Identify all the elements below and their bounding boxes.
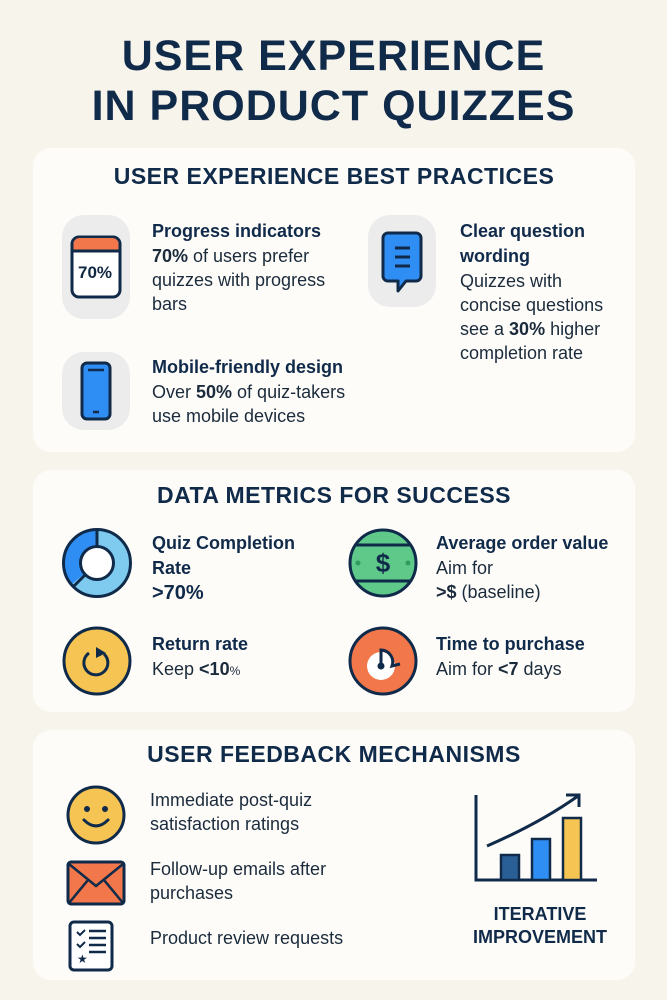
practice-text: of quiz-takers use mobile devices [152, 382, 346, 426]
checklist-icon: ★ [68, 920, 114, 972]
progress-icon-text: 70% [78, 263, 113, 282]
envelope-icon [66, 860, 126, 906]
metric-title: Time to purchase [436, 634, 585, 654]
metric-text: (baseline) [456, 582, 541, 602]
metric-title: Average order value [436, 533, 609, 553]
practice-text: Over [152, 382, 197, 402]
practice-title: Clear question wording [460, 221, 586, 266]
svg-text:★: ★ [77, 952, 88, 966]
dollar-bill-icon: $ [348, 528, 418, 598]
practice-title: Progress indicators [152, 221, 322, 241]
best-practices-heading: USER EXPERIENCE BEST PRACTICES [113, 163, 555, 189]
feedback-heading: USER FEEDBACK MECHANISMS [147, 741, 521, 767]
metric-completion-rate: Quiz Completion Rate >70% [152, 531, 322, 606]
feedback-item-emails: Follow-up emails after purchases [150, 859, 327, 903]
best-practices-card [33, 148, 635, 452]
rising-bar-chart-icon [474, 793, 597, 882]
metric-value: <7 [498, 659, 519, 679]
mobile-icon-box [62, 352, 130, 430]
practice-stat: 30% [509, 319, 546, 339]
label-line2: IMPROVEMENT [472, 927, 607, 947]
metric-text: Keep [152, 659, 200, 679]
return-arrow-icon [62, 626, 132, 696]
practice-mobile: Mobile-friendly design Over 50% of quiz-… [152, 355, 372, 428]
donut-chart-icon [62, 528, 132, 598]
metric-title: Quiz Completion Rate [152, 533, 295, 578]
metric-unit: % [229, 664, 241, 678]
metric-value: >70% [152, 582, 204, 604]
svg-text:$: $ [376, 548, 391, 578]
practice-title: Mobile-friendly design [152, 357, 344, 377]
metric-value: <10 [199, 659, 230, 679]
feedback-item-ratings: Immediate post-quiz satisfaction ratings [150, 790, 313, 834]
practice-stat: 70% [152, 246, 189, 266]
practice-text: higher completion rate [460, 319, 601, 363]
feedback-item-reviews: Product review requests [150, 928, 344, 948]
page-title-line2: IN PRODUCT QUIZZES [91, 82, 576, 130]
bar-1 [499, 853, 521, 882]
progress-icon-box: 70% [62, 215, 130, 319]
metric-order-value: Average order value Aim for >$ (baseline… [436, 531, 626, 604]
metric-text: Aim for [436, 659, 499, 679]
metric-text: Aim for [436, 558, 494, 578]
page-title-line1: USER EXPERIENCE [121, 32, 546, 80]
bar-2 [530, 837, 552, 882]
question-icon-box [368, 215, 436, 307]
practice-question-wording: Clear question wording Quizzes with conc… [460, 219, 625, 365]
metrics-card [33, 470, 635, 712]
metric-title: Return rate [152, 634, 249, 654]
metric-return-rate: Return rate Keep <10% [152, 632, 322, 683]
practice-text: of users prefer quizzes with progress ba… [152, 246, 326, 314]
label-line1: ITERATIVE [493, 904, 587, 924]
practice-stat: 50% [196, 382, 233, 402]
practice-text: Quizzes with concise questions see a [460, 271, 604, 339]
speech-bubble-icon [381, 231, 423, 293]
clock-icon [348, 626, 418, 696]
iterative-improvement-label: ITERATIVE IMPROVEMENT [455, 903, 625, 949]
practice-progress: Progress indicators 70% of users prefer … [152, 219, 352, 316]
smiley-face-icon [66, 785, 126, 845]
metrics-heading: DATA METRICS FOR SUCCESS [156, 482, 512, 508]
smartphone-icon [80, 361, 112, 421]
bar-3 [561, 816, 583, 882]
progress-calendar-icon [70, 235, 122, 299]
metric-text: days [518, 659, 562, 679]
metric-time-to-purchase: Time to purchase Aim for <7 days [436, 632, 626, 681]
metric-value: >$ [436, 582, 457, 602]
